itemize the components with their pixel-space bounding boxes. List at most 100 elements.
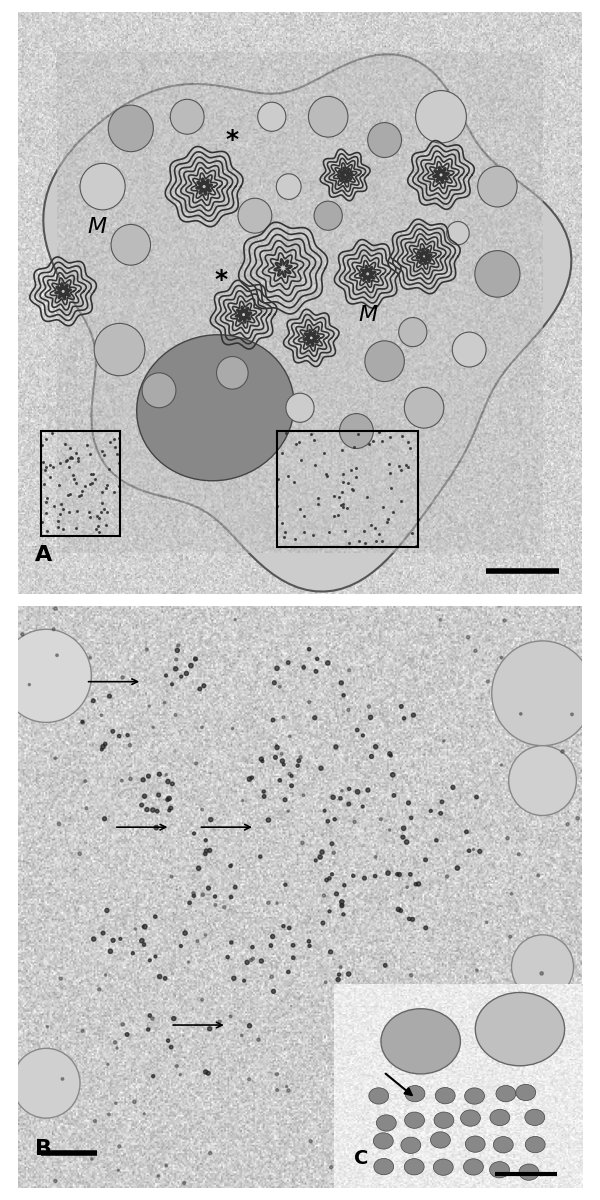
Point xyxy=(277,514,287,533)
Point xyxy=(317,842,327,862)
Circle shape xyxy=(217,356,248,389)
Point xyxy=(245,1016,254,1036)
Point xyxy=(283,653,293,672)
Point xyxy=(336,958,346,977)
Point xyxy=(62,450,72,469)
Point xyxy=(338,440,347,460)
Point xyxy=(101,966,110,985)
Point xyxy=(421,851,430,870)
Point xyxy=(100,809,109,828)
Point xyxy=(355,532,364,551)
Point xyxy=(65,485,75,504)
Circle shape xyxy=(340,414,373,449)
Point xyxy=(323,653,332,672)
Point xyxy=(103,503,112,522)
Point xyxy=(343,473,353,492)
Point xyxy=(220,898,229,917)
Point xyxy=(89,930,98,949)
Point xyxy=(287,776,296,796)
Circle shape xyxy=(509,745,577,816)
Point xyxy=(184,953,193,972)
Point xyxy=(49,619,58,638)
Point xyxy=(298,833,307,852)
Point xyxy=(395,865,404,884)
Point xyxy=(229,968,239,988)
Point xyxy=(285,764,295,784)
Point xyxy=(304,640,314,659)
Point xyxy=(284,962,293,982)
Point xyxy=(179,1174,189,1193)
Point xyxy=(140,787,149,806)
Point xyxy=(344,779,354,798)
Text: M: M xyxy=(358,305,377,325)
Point xyxy=(436,804,445,823)
Point xyxy=(461,1050,470,1069)
Point xyxy=(104,686,114,706)
Point xyxy=(201,830,211,850)
Point xyxy=(172,641,182,660)
Point xyxy=(280,790,290,809)
Point xyxy=(104,1105,114,1124)
Point xyxy=(166,1038,176,1057)
Point xyxy=(313,488,323,508)
Point xyxy=(246,950,256,970)
Point xyxy=(363,780,373,799)
Point xyxy=(383,864,393,883)
Point xyxy=(269,982,278,1001)
Point xyxy=(366,708,376,727)
Point xyxy=(58,499,67,518)
Point xyxy=(96,503,106,522)
Point xyxy=(100,734,110,754)
Point xyxy=(237,1026,247,1045)
Point xyxy=(295,500,305,520)
Point xyxy=(256,750,266,769)
Point xyxy=(406,966,416,985)
Point xyxy=(290,530,299,550)
Point xyxy=(151,818,161,838)
Point xyxy=(412,536,421,556)
Point xyxy=(475,842,485,862)
Point xyxy=(278,751,287,770)
Point xyxy=(75,844,85,863)
Point xyxy=(361,534,370,553)
Point xyxy=(256,847,265,866)
Point xyxy=(43,488,52,508)
Point xyxy=(197,800,207,820)
Point xyxy=(377,1019,387,1038)
Point xyxy=(404,910,414,929)
Point xyxy=(90,1111,100,1130)
Point xyxy=(364,996,373,1015)
Point xyxy=(55,475,64,494)
Text: B: B xyxy=(35,1139,52,1159)
Point xyxy=(336,984,346,1003)
Point xyxy=(180,924,190,943)
Point xyxy=(311,455,320,474)
Point xyxy=(384,997,394,1016)
Point xyxy=(322,870,331,889)
Point xyxy=(497,648,506,667)
Point xyxy=(160,692,170,712)
Point xyxy=(396,461,406,480)
Point xyxy=(52,646,62,665)
Point xyxy=(172,1056,182,1075)
Point xyxy=(145,696,154,715)
Point xyxy=(137,796,146,815)
Point xyxy=(370,518,380,538)
Point xyxy=(88,691,98,710)
Point xyxy=(85,444,95,463)
Circle shape xyxy=(503,1043,582,1124)
Point xyxy=(80,476,90,496)
Point xyxy=(394,456,403,475)
Point xyxy=(377,532,387,551)
Point xyxy=(397,427,407,446)
Point xyxy=(154,786,163,805)
Point xyxy=(41,504,51,523)
Point xyxy=(358,797,368,816)
Point xyxy=(65,438,75,457)
Point xyxy=(201,1062,211,1081)
Point xyxy=(567,704,577,724)
Point xyxy=(167,674,177,694)
Point xyxy=(333,505,343,524)
Point xyxy=(279,708,289,727)
Point xyxy=(160,968,170,988)
